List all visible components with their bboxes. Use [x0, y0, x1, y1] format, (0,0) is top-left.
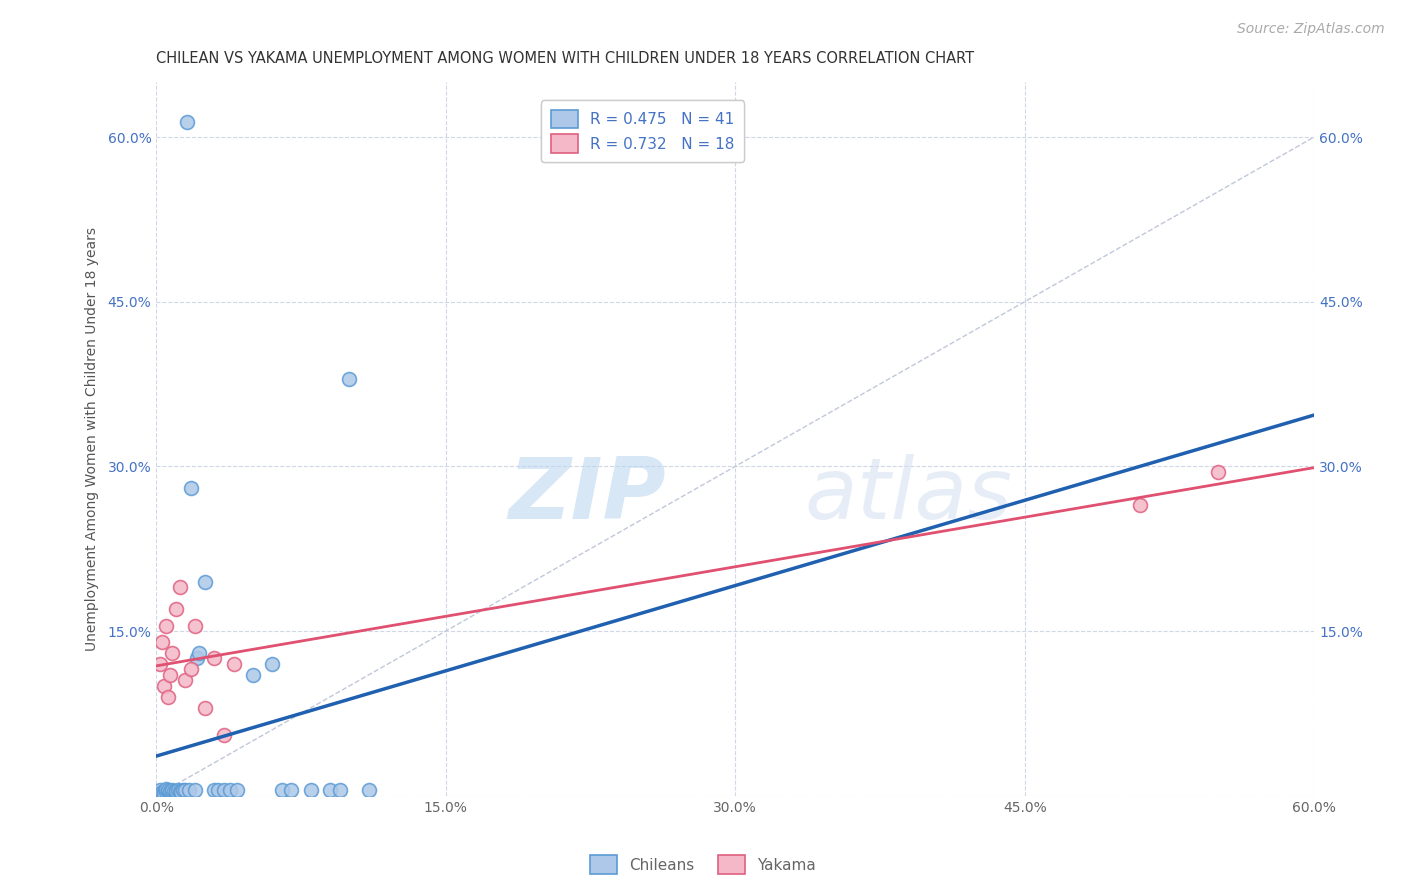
Point	[165, 602, 187, 616]
Text: Source: ZipAtlas.com: Source: ZipAtlas.com	[1237, 22, 1385, 37]
Point	[159, 784, 181, 798]
Y-axis label: Unemployment Among Women with Children Under 18 years: Unemployment Among Women with Children U…	[86, 227, 100, 651]
Point	[184, 783, 207, 797]
Text: atlas: atlas	[804, 455, 1012, 538]
Point	[155, 785, 177, 799]
Point	[357, 783, 380, 797]
Point	[270, 783, 292, 797]
Point	[280, 783, 302, 797]
Point	[212, 783, 235, 797]
Point	[212, 728, 235, 742]
Point	[160, 785, 183, 799]
Point	[1206, 465, 1229, 479]
Point	[156, 690, 179, 704]
Text: CHILEAN VS YAKAMA UNEMPLOYMENT AMONG WOMEN WITH CHILDREN UNDER 18 YEARS CORRELAT: CHILEAN VS YAKAMA UNEMPLOYMENT AMONG WOM…	[156, 51, 974, 66]
Point	[172, 783, 194, 797]
Point	[186, 651, 208, 665]
Point	[207, 783, 229, 797]
Point	[150, 635, 173, 649]
Point	[202, 783, 225, 797]
Point	[194, 701, 217, 715]
Point	[299, 783, 322, 797]
Point	[337, 371, 360, 385]
Point	[163, 784, 186, 798]
Point	[187, 646, 209, 660]
Point	[174, 673, 197, 688]
Point	[153, 787, 176, 801]
Point	[222, 657, 245, 671]
Point	[156, 783, 179, 797]
Point	[160, 783, 183, 797]
Point	[150, 785, 173, 799]
Point	[153, 784, 176, 798]
Point	[155, 618, 177, 632]
Point	[1129, 498, 1152, 512]
Point	[218, 783, 240, 797]
Point	[180, 481, 202, 495]
Point	[174, 783, 197, 797]
Point	[184, 618, 207, 632]
Point	[329, 783, 352, 797]
Point	[169, 784, 191, 798]
Point	[155, 782, 177, 797]
Point	[149, 657, 172, 671]
Point	[202, 651, 225, 665]
Point	[242, 668, 264, 682]
Point	[170, 785, 193, 799]
Point	[194, 574, 217, 589]
Point	[159, 785, 181, 799]
Point	[160, 646, 183, 660]
Point	[262, 657, 284, 671]
Point	[179, 783, 201, 797]
Point	[169, 580, 191, 594]
Point	[165, 784, 187, 798]
Point	[176, 114, 198, 128]
Point	[226, 783, 249, 797]
Point	[159, 668, 181, 682]
Legend: R = 0.475   N = 41, R = 0.732   N = 18: R = 0.475 N = 41, R = 0.732 N = 18	[541, 101, 744, 162]
Point	[166, 783, 188, 797]
Point	[180, 663, 202, 677]
Point	[319, 783, 342, 797]
Point	[149, 783, 172, 797]
Legend: Chileans, Yakama: Chileans, Yakama	[583, 849, 823, 880]
Point	[153, 679, 176, 693]
Text: ZIP: ZIP	[508, 455, 666, 538]
Point	[165, 785, 187, 799]
Point	[156, 784, 179, 798]
